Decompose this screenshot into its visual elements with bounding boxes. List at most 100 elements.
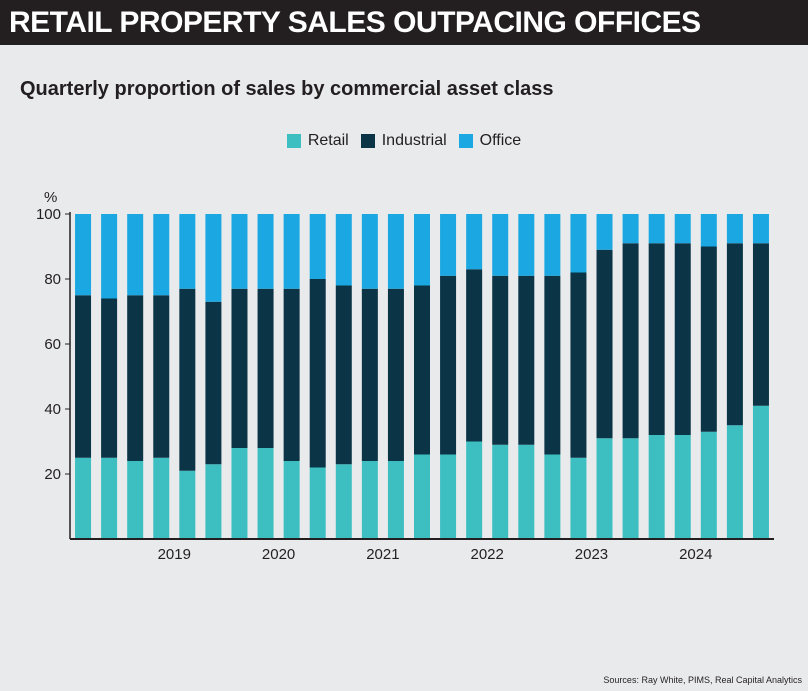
- bar-retail-20: [596, 438, 613, 539]
- bar-office-18: [544, 214, 561, 276]
- bar-industrial-12: [387, 288, 404, 461]
- bar-industrial-0: [75, 295, 92, 458]
- bar-retail-14: [440, 454, 457, 539]
- legend-item-office: Office: [458, 132, 522, 150]
- bar-office-10: [335, 214, 352, 286]
- bar-industrial-24: [700, 246, 717, 432]
- bar-office-24: [700, 214, 717, 247]
- x-tick-label-2022: 2022: [470, 546, 503, 563]
- legend-swatch-industrial: [360, 134, 375, 148]
- bar-retail-10: [335, 464, 352, 539]
- bar-office-20: [596, 214, 613, 250]
- y-tick-label-40: 40: [44, 401, 61, 418]
- legend-swatch-retail: [286, 134, 301, 148]
- bar-industrial-21: [622, 243, 639, 439]
- bar-office-17: [518, 214, 535, 276]
- bar-industrial-3: [153, 295, 170, 458]
- bar-retail-4: [179, 470, 196, 539]
- bar-retail-1: [101, 457, 118, 539]
- bar-industrial-13: [414, 285, 430, 455]
- bar-retail-21: [622, 438, 639, 539]
- bar-office-8: [283, 214, 300, 289]
- bar-office-15: [466, 214, 483, 270]
- bar-office-21: [622, 214, 639, 244]
- chart-subtitle: Quarterly proportion of sales by commerc…: [20, 78, 554, 100]
- bar-retail-26: [752, 405, 769, 539]
- bar-industrial-19: [570, 272, 587, 458]
- legend-label-retail: Retail: [307, 132, 349, 149]
- bar-retail-9: [309, 467, 326, 539]
- bar-industrial-26: [752, 243, 769, 406]
- bar-office-25: [726, 214, 743, 244]
- bar-retail-15: [466, 441, 483, 539]
- bar-office-16: [492, 214, 509, 276]
- bar-office-19: [570, 214, 587, 273]
- bar-retail-5: [205, 464, 222, 539]
- bar-retail-0: [75, 457, 92, 539]
- bar-industrial-23: [674, 243, 691, 435]
- bar-industrial-7: [257, 288, 274, 448]
- bar-retail-23: [674, 435, 691, 539]
- bar-industrial-2: [127, 295, 144, 461]
- bar-retail-25: [726, 425, 743, 539]
- bar-industrial-20: [596, 249, 613, 439]
- chart-legend: Retail Industrial Office: [0, 129, 808, 153]
- bar-industrial-8: [283, 288, 300, 461]
- bar-retail-7: [257, 448, 274, 539]
- bar-industrial-17: [518, 275, 535, 445]
- bar-retail-11: [361, 461, 378, 539]
- bar-industrial-16: [492, 275, 509, 445]
- bar-office-23: [674, 214, 691, 244]
- y-tick-label-20: 20: [44, 466, 61, 483]
- bar-office-22: [648, 214, 665, 244]
- bar-office-14: [440, 214, 457, 276]
- bar-office-7: [257, 214, 274, 289]
- bar-industrial-15: [466, 269, 483, 442]
- bar-office-26: [752, 214, 769, 244]
- y-tick-label-100: 100: [36, 206, 61, 223]
- bar-industrial-18: [544, 275, 561, 455]
- x-tick-label-2023: 2023: [575, 546, 608, 563]
- bar-office-6: [231, 214, 248, 289]
- bar-retail-2: [127, 461, 144, 539]
- bar-office-4: [179, 214, 196, 289]
- bar-office-2: [127, 214, 144, 296]
- bar-industrial-6: [231, 288, 248, 448]
- bar-retail-13: [414, 454, 430, 539]
- legend-swatch-office: [458, 134, 473, 148]
- bar-retail-16: [492, 444, 509, 539]
- y-axis-unit-label: %: [44, 189, 57, 206]
- legend-item-retail: Retail: [286, 132, 349, 150]
- banner-title: RETAIL PROPERTY SALES OUTPACING OFFICES: [0, 0, 808, 45]
- bar-retail-12: [387, 461, 404, 539]
- x-tick-label-2020: 2020: [262, 546, 295, 563]
- bar-retail-6: [231, 448, 248, 539]
- bar-office-12: [387, 214, 404, 289]
- bar-industrial-1: [101, 298, 118, 458]
- bar-industrial-22: [648, 243, 665, 435]
- bar-office-13: [414, 214, 430, 286]
- legend-label-industrial: Industrial: [381, 132, 447, 149]
- bar-office-9: [309, 214, 326, 279]
- bar-industrial-14: [440, 275, 457, 455]
- legend-item-industrial: Industrial: [360, 132, 447, 150]
- x-tick-label-2024: 2024: [679, 546, 712, 563]
- bar-industrial-5: [205, 301, 222, 465]
- bar-retail-17: [518, 444, 535, 539]
- bar-retail-24: [700, 431, 717, 539]
- bar-office-3: [153, 214, 170, 296]
- y-tick-label-80: 80: [44, 271, 61, 288]
- source-note: Sources: Ray White, PIMS, Real Capital A…: [603, 675, 802, 685]
- bar-retail-19: [570, 457, 587, 539]
- bar-retail-22: [648, 435, 665, 539]
- bar-industrial-25: [726, 243, 743, 426]
- legend-label-office: Office: [479, 132, 522, 149]
- bar-industrial-9: [309, 279, 326, 468]
- bar-office-0: [75, 214, 92, 296]
- x-tick-label-2019: 2019: [158, 546, 191, 563]
- bar-industrial-4: [179, 288, 196, 471]
- bar-office-1: [101, 214, 118, 299]
- bar-industrial-10: [335, 285, 352, 465]
- bar-retail-3: [153, 457, 170, 539]
